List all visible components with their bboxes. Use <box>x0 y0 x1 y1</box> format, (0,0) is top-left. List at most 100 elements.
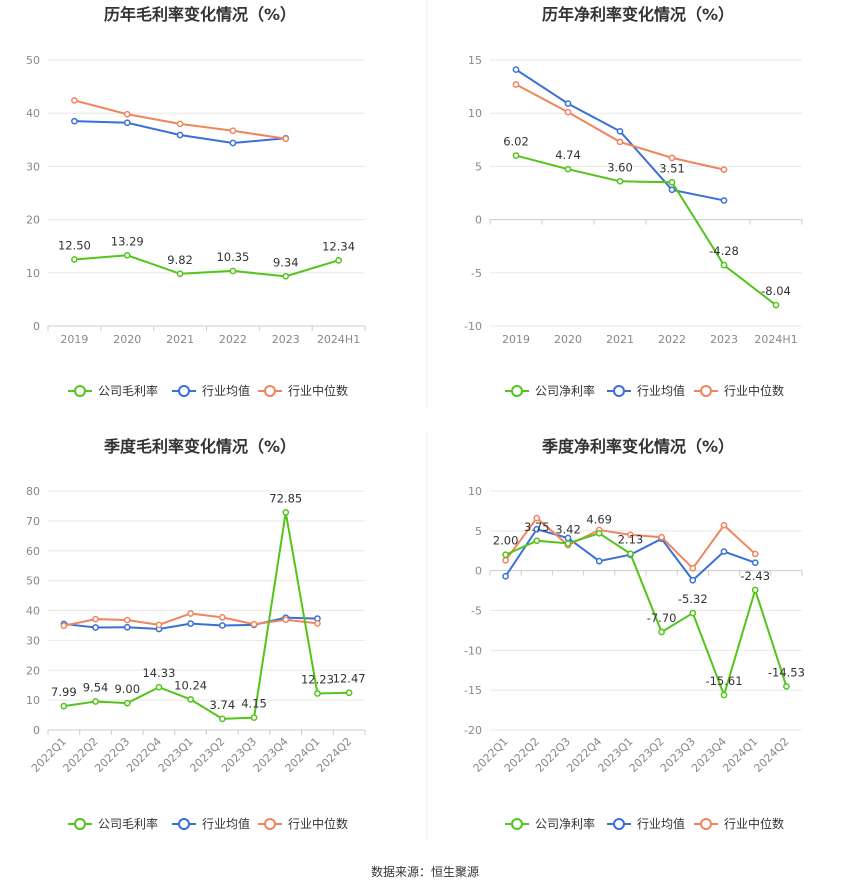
y-tick-label: 15 <box>468 54 482 67</box>
x-tick-label: 2022 <box>219 333 247 346</box>
data-label: -14.53 <box>768 665 805 679</box>
legend-item-industry-median[interactable]: 行业中位数 <box>258 383 348 398</box>
y-tick-label: 40 <box>26 605 40 618</box>
data-point-company <box>616 177 624 185</box>
series-company: 2.00 3.75 3.42 4.69 2.13 -7.70-5.32 -15.61 -2.4… <box>493 512 805 699</box>
quarterly-gross-margin-chart: 季度毛利率变化情况（%）010203040506070802022Q12022Q… <box>26 437 366 831</box>
y-tick-label: 10 <box>468 485 482 498</box>
data-label: 72.85 <box>269 491 302 505</box>
data-point-industry-avg <box>751 559 759 567</box>
x-tick-label: 2020 <box>113 333 141 346</box>
data-point-industry-median <box>123 616 131 624</box>
legend-marker-icon <box>264 818 276 830</box>
x-tick-label: 2024Q2 <box>751 735 791 775</box>
legend-label: 行业均值 <box>637 383 685 398</box>
legend-item-industry-median[interactable]: 行业中位数 <box>258 816 348 831</box>
data-label: 9.34 <box>273 255 299 269</box>
data-label: -8.04 <box>761 284 791 298</box>
data-point-industry-median <box>658 533 665 541</box>
data-point-industry-avg <box>533 525 541 533</box>
x-tick-label: 2024Q2 <box>314 735 354 775</box>
y-tick-label: 70 <box>26 515 40 528</box>
legend-item-industry-avg[interactable]: 行业均值 <box>607 383 685 398</box>
legend-item-company[interactable]: 公司毛利率 <box>68 383 158 398</box>
legend-marker-icon <box>178 385 190 397</box>
x-tick-label: 2024H1 <box>754 333 797 346</box>
data-point-industry-avg <box>720 548 728 555</box>
data-point-industry-median <box>314 619 321 627</box>
data-label: 4.15 <box>241 697 267 711</box>
y-tick-label: 5 <box>475 160 482 173</box>
legend-marker-icon <box>74 818 86 830</box>
data-point-industry-avg <box>219 622 226 629</box>
data-label: 13.29 <box>111 234 144 248</box>
series-industry-median <box>512 81 728 173</box>
y-tick-label: -15 <box>464 684 482 697</box>
legend-label: 行业中位数 <box>288 383 348 398</box>
legend-item-industry-avg[interactable]: 行业均值 <box>172 383 250 398</box>
chart-legend: 公司毛利率 行业均值 行业中位数 <box>68 816 348 831</box>
data-point-industry-median <box>250 620 258 628</box>
data-label: 12.23 <box>301 672 334 686</box>
data-point-company <box>564 540 572 547</box>
data-label: 2.13 <box>618 533 644 547</box>
data-point-industry-avg <box>668 186 676 194</box>
data-label: 7.99 <box>51 685 77 699</box>
legend-item-industry-avg[interactable]: 行业均值 <box>607 816 685 831</box>
data-point-industry-median <box>219 614 226 621</box>
data-label: 12.34 <box>322 239 355 253</box>
data-label: -2.43 <box>740 569 770 583</box>
data-point-industry-median <box>627 531 634 539</box>
legend-item-company[interactable]: 公司净利率 <box>505 383 595 398</box>
data-point-company <box>123 251 131 259</box>
legend-item-company[interactable]: 公司毛利率 <box>68 816 158 831</box>
data-point-industry-median <box>282 135 290 143</box>
chart-title: 季度毛利率变化情况（%） <box>103 437 296 456</box>
legend-item-industry-median[interactable]: 行业中位数 <box>694 383 784 398</box>
data-point-company <box>92 698 99 705</box>
y-tick-label: 20 <box>26 664 40 677</box>
legend-label: 行业中位数 <box>724 383 784 398</box>
data-point-industry-avg <box>71 117 78 125</box>
y-tick-label: -5 <box>471 267 482 280</box>
y-tick-label: 40 <box>26 107 40 120</box>
y-tick-label: 0 <box>33 724 40 737</box>
legend-item-company[interactable]: 公司净利率 <box>505 816 595 831</box>
data-label: 3.42 <box>555 522 581 536</box>
data-label: -4.28 <box>709 244 739 258</box>
data-point-company <box>229 267 237 275</box>
legend-marker-icon <box>613 818 625 830</box>
legend-label: 公司净利率 <box>535 383 595 398</box>
data-point-company <box>123 699 131 707</box>
y-tick-label: 5 <box>475 525 482 538</box>
data-point-company <box>533 537 541 545</box>
data-point-company <box>335 257 342 264</box>
data-point-company <box>720 261 728 269</box>
x-tick-label: 2019 <box>60 333 88 346</box>
data-point-company <box>627 550 634 558</box>
data-point-company <box>314 690 321 697</box>
data-label: 3.60 <box>607 160 633 174</box>
data-point-company <box>595 529 603 537</box>
legend-marker-icon <box>178 818 190 830</box>
data-point-company <box>783 683 790 690</box>
legend-label: 行业均值 <box>202 383 250 398</box>
y-tick-label: 80 <box>26 485 40 498</box>
legend-item-industry-avg[interactable]: 行业均值 <box>172 816 250 831</box>
data-point-company <box>71 256 78 263</box>
data-label: 12.50 <box>58 239 91 253</box>
data-label: 4.69 <box>586 512 612 526</box>
legend-marker-icon <box>511 818 523 830</box>
y-tick-label: -5 <box>471 605 482 618</box>
annual-net-margin-chart: 历年净利率变化情况（%） -10 -5 0 5 10 15 2019 2020 2021 2022 2… <box>464 5 803 398</box>
series-industry-median <box>60 610 321 630</box>
data-label: 9.00 <box>114 682 140 696</box>
legend-label: 行业中位数 <box>288 816 348 831</box>
data-point-industry-avg <box>123 119 131 127</box>
data-point-industry-median <box>668 154 676 162</box>
legend-marker-icon <box>74 385 86 397</box>
data-point-industry-avg <box>123 623 131 631</box>
data-label: 14.33 <box>142 666 175 680</box>
legend-item-industry-median[interactable]: 行业中位数 <box>694 816 784 831</box>
